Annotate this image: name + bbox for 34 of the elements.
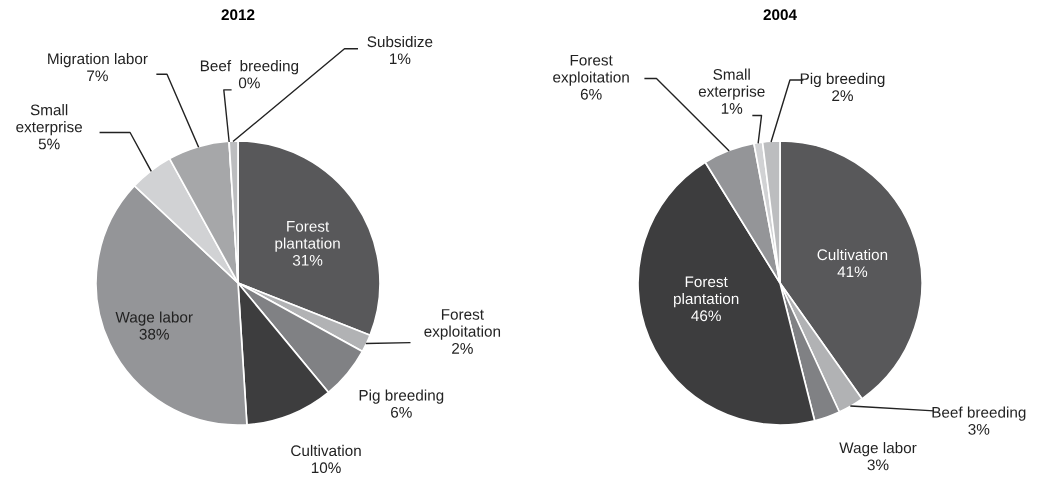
- data-label: 3%: [968, 423, 990, 435]
- slice-label: Subsidize: [367, 35, 433, 48]
- slice-label: Forest exploitation: [424, 309, 501, 340]
- slice-label: Migration labor: [48, 52, 148, 68]
- data-label: 1%: [721, 103, 743, 114]
- slice-label: Small exterprise: [16, 104, 82, 136]
- data-label: 38%: [139, 328, 169, 340]
- data-label: 1%: [390, 53, 411, 65]
- data-label: 6%: [391, 406, 412, 418]
- slice-label: Forest exploitation: [553, 54, 629, 86]
- data-label: 2%: [452, 342, 473, 354]
- slice-label: Cultivation: [817, 248, 888, 261]
- data-label: 31%: [292, 254, 323, 266]
- chart-title: 2004: [763, 9, 797, 21]
- slice-label: Forest plantation: [275, 221, 340, 252]
- slice-label: Wage labor: [839, 442, 917, 457]
- text: 0%: [238, 77, 260, 89]
- data-label: 6%: [580, 88, 602, 100]
- slice-label: Wage labor: [115, 311, 193, 326]
- data-label: 41%: [837, 266, 868, 278]
- data-label: 10%: [311, 462, 341, 474]
- slice-label: Pig breeding: [800, 72, 885, 88]
- slice-label: Beef breeding: [932, 406, 1026, 421]
- category-label: Beef breeding: [200, 60, 299, 75]
- data-label: 46%: [691, 310, 721, 322]
- data-label: 3%: [867, 459, 889, 471]
- slice-label: Pig breeding: [359, 389, 444, 404]
- data-label: 5%: [38, 138, 60, 150]
- slice-label: Small exterprise: [698, 68, 765, 100]
- data-label: 2%: [832, 90, 853, 102]
- slice-label: Cultivation: [291, 444, 361, 457]
- slice-label: Forest plantation: [674, 276, 739, 308]
- data-label: 7%: [87, 70, 108, 82]
- chart-title: 2012: [221, 9, 255, 21]
